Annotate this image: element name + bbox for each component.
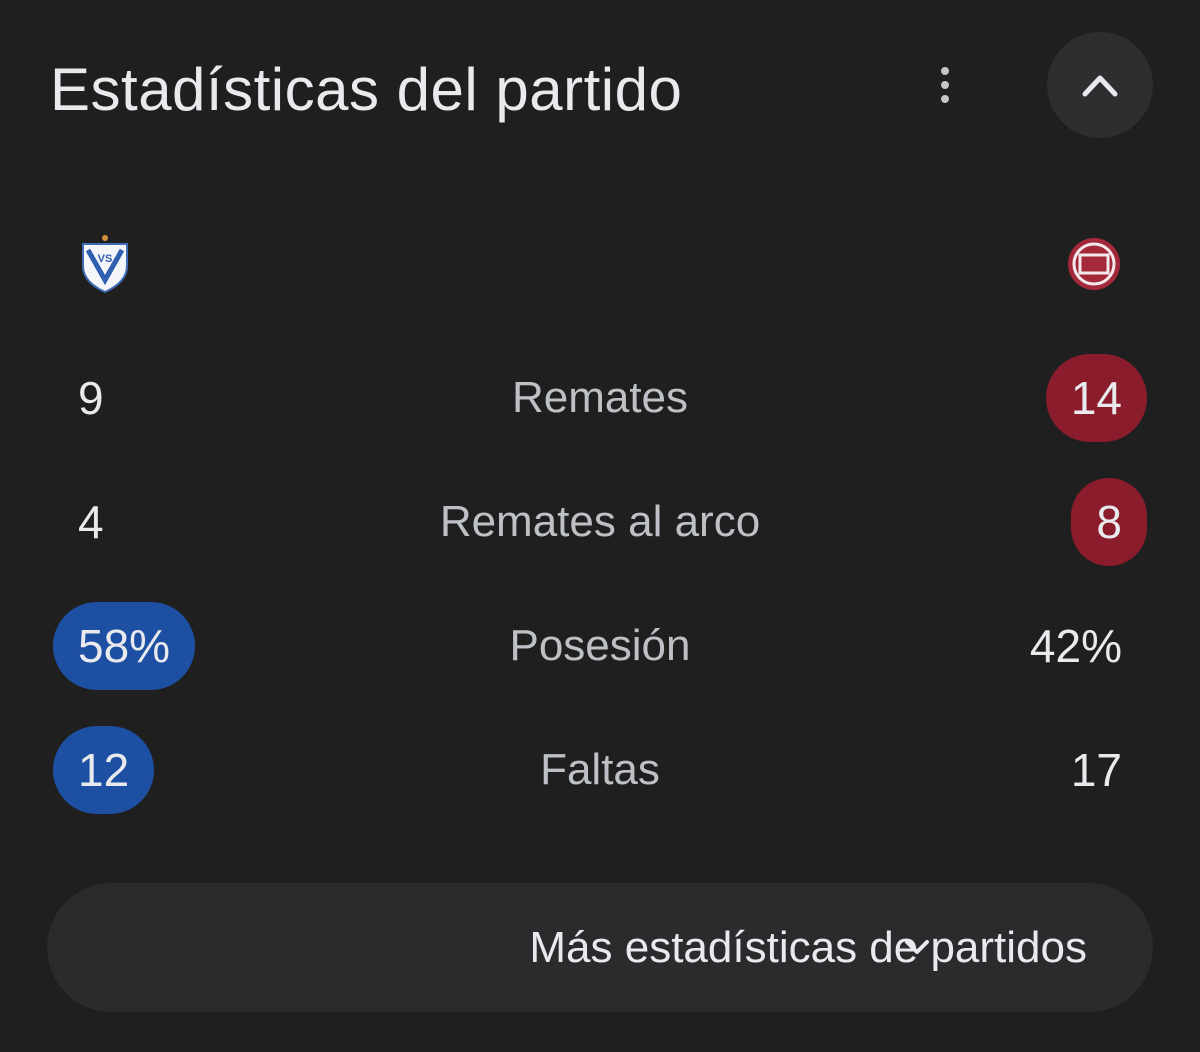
chevron-up xyxy=(1082,75,1118,97)
away-crest xyxy=(1068,238,1120,290)
menu-button[interactable] xyxy=(930,66,960,106)
home-crest: VS xyxy=(82,235,128,294)
away-value: 14 xyxy=(1045,354,1147,442)
stat-label: Remates xyxy=(511,373,689,422)
away-value: 8 xyxy=(1071,478,1147,566)
stat-label: Faltas xyxy=(540,745,660,794)
home-value: 9 xyxy=(78,372,104,424)
home-value: 4 xyxy=(78,496,104,548)
away-value: 42% xyxy=(1029,620,1122,672)
chevron-down xyxy=(905,940,929,954)
more-stats: Más estadísticas de partidos xyxy=(47,883,1087,1012)
stat-row: Faltas 12 17 xyxy=(0,726,1200,814)
stat-row: Posesión 58% 42% xyxy=(0,602,1200,690)
more-stats-label: Más estadísticas de partidos xyxy=(529,923,1087,972)
away-value: 17 xyxy=(1070,744,1122,796)
stat-row: Remates al arco 4 8 xyxy=(0,478,1200,566)
home-value: 12 xyxy=(53,726,155,814)
stat-label: Posesión xyxy=(509,621,691,670)
collapse-button[interactable] xyxy=(1047,32,1153,138)
stat-label: Remates al arco xyxy=(439,497,761,546)
title: Estadísticas del partido xyxy=(50,56,683,123)
home-value: 58% xyxy=(53,602,196,690)
stat-row: Remates 9 14 xyxy=(0,354,1200,442)
svg-text:VS: VS xyxy=(98,253,113,265)
more-stats-button[interactable]: Más estadísticas de partidos xyxy=(47,883,1153,1012)
